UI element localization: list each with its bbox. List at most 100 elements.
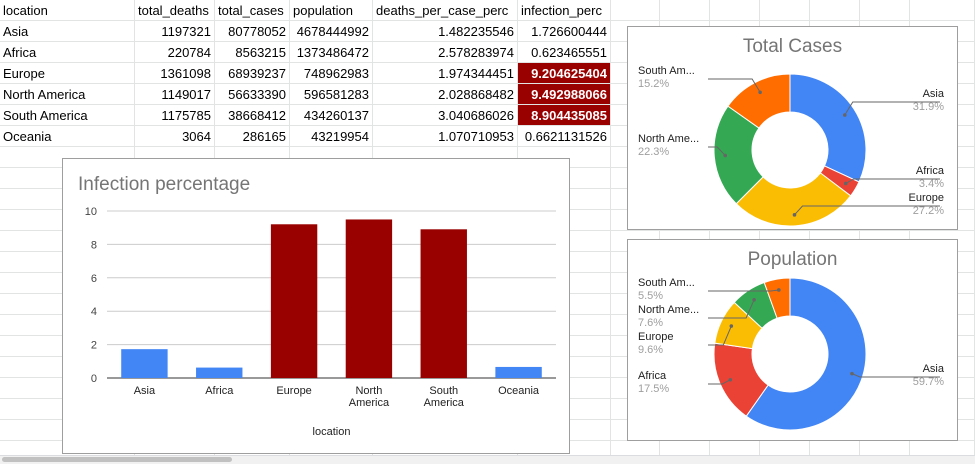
value-cell[interactable]: 1.974344451 [373,63,518,84]
leader-line [708,289,779,292]
y-tick-label: 6 [91,273,97,285]
bar-oceania [495,366,542,378]
y-tick-label: 2 [91,340,97,352]
location-cell[interactable]: Europe [0,63,135,84]
location-cell[interactable]: Asia [0,21,135,42]
horizontal-scrollbar[interactable] [0,455,975,464]
empty-cell[interactable] [860,0,910,21]
location-cell[interactable]: Oceania [0,126,135,147]
column-header[interactable]: population [290,0,373,21]
empty-cell[interactable] [810,0,860,21]
value-cell[interactable]: 434260137 [290,105,373,126]
value-cell[interactable]: 3064 [135,126,215,147]
value-cell[interactable]: 220784 [135,42,215,63]
slice-asia [789,73,867,183]
slice-percent: 15.2% [638,78,669,90]
value-cell[interactable]: 1175785 [135,105,215,126]
value-cell[interactable]: 1197321 [135,21,215,42]
bar-chart-title: Infection percentage [78,174,251,195]
value-cell[interactable]: 9.492988066 [518,84,611,105]
location-cell[interactable]: North America [0,84,135,105]
value-cell[interactable]: 2.028868482 [373,84,518,105]
value-cell[interactable]: 8563215 [215,42,290,63]
total-cases-chart[interactable]: Total Cases Asia 31.9% Africa 3.4% Europe 27.… [627,26,958,230]
column-header[interactable]: total_cases [215,0,290,21]
leader-dot [723,153,728,158]
empty-cell[interactable] [910,0,975,21]
leader-dot [850,371,854,376]
slice-label: Europe [909,192,944,204]
slice-label: North Ame... [638,133,699,145]
empty-cell[interactable] [710,0,760,21]
leader-line [708,78,761,93]
slice-percent: 31.9% [913,101,944,113]
leader-dot [758,90,762,95]
leader-line [845,178,940,184]
bar-south-america [420,229,467,378]
leader-line [851,373,940,378]
value-cell[interactable]: 1.482235546 [373,21,518,42]
column-header[interactable]: deaths_per_case_perc [373,0,518,21]
value-cell[interactable]: 0.623465551 [518,42,611,63]
infection-percentage-chart[interactable]: Infection percentage 0 2 4 6 8 10 Asia Africa Eu… [62,158,570,454]
value-cell[interactable]: 38668412 [215,105,290,126]
table-row: Asia 1197321 80778052 4678444992 1.482235546… [0,21,975,42]
column-header[interactable]: location [0,0,135,21]
bar-europe [270,224,318,378]
value-cell[interactable]: 4678444992 [290,21,373,42]
population-chart[interactable]: Population Asia 59.7% Africa 17.5% Europe 9.6… [627,239,958,441]
y-tick-label: 10 [85,206,97,218]
leader-dot [752,298,756,302]
value-cell[interactable]: 0.6621131526 [518,126,611,147]
value-cell[interactable]: 286165 [215,126,290,147]
value-cell[interactable]: 68939237 [215,63,290,84]
value-cell[interactable]: 9.204625404 [518,63,611,84]
y-tick-label: 8 [91,239,97,251]
value-cell[interactable]: 1373486472 [290,42,373,63]
value-cell[interactable]: 8.904435085 [518,105,611,126]
slice-percent: 9.6% [638,344,663,356]
leader-dot [729,324,734,328]
value-cell[interactable]: 596581283 [290,84,373,105]
value-cell[interactable]: 56633390 [215,84,290,105]
value-cell[interactable]: 1361098 [135,63,215,84]
leader-dot [728,377,733,382]
location-cell[interactable]: Africa [0,42,135,63]
slice-south-am [727,73,791,129]
value-cell[interactable]: 2.578283974 [373,42,518,63]
location-cell[interactable]: South America [0,105,135,126]
x-tick-label: America [349,397,390,409]
value-cell[interactable]: 1.070710953 [373,126,518,147]
leader-line [794,205,940,216]
bar-africa [196,367,243,378]
slice-percent: 7.6% [638,317,663,329]
leader-dot [842,113,847,117]
slice-percent: 5.5% [638,290,663,302]
empty-cell[interactable] [660,0,710,21]
slice-south-am [763,277,791,319]
value-cell[interactable]: 748962983 [290,63,373,84]
value-cell[interactable]: 43219954 [290,126,373,147]
slice-label: Asia [923,363,945,375]
value-cell[interactable]: 80778052 [215,21,290,42]
x-tick-label: Asia [134,385,156,397]
scrollbar-thumb[interactable] [2,457,232,462]
column-header[interactable]: infection_perc [518,0,611,21]
value-cell[interactable]: 1149017 [135,84,215,105]
value-cell[interactable]: 1.726600444 [518,21,611,42]
slice-percent: 3.4% [919,178,944,190]
header-row: location total_deaths total_cases populatio… [0,0,975,21]
population-title: Population [747,249,838,270]
column-header[interactable]: total_deaths [135,0,215,21]
value-cell[interactable]: 3.040686026 [373,105,518,126]
empty-cell[interactable] [611,0,660,21]
empty-cell[interactable] [760,0,810,21]
leader-dot [843,181,848,186]
slice-label: North Ame... [638,304,699,316]
y-tick-label: 4 [91,306,97,318]
slice-label: South Am... [638,277,695,289]
leader-dot [777,288,781,292]
